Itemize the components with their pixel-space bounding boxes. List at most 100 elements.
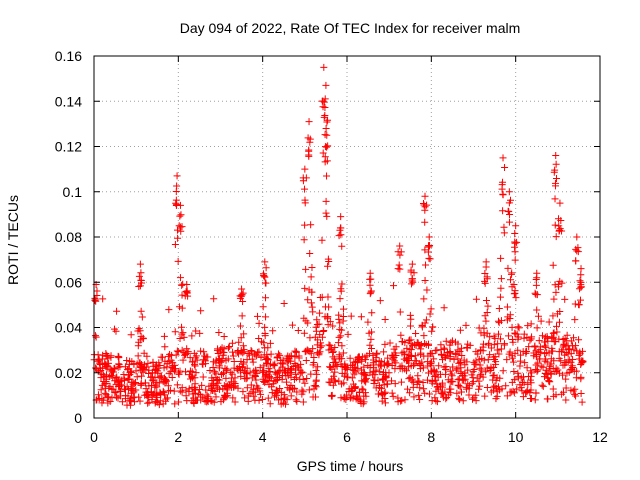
roti-point (257, 353, 265, 361)
roti-point (194, 396, 202, 404)
roti-point (506, 211, 514, 219)
roti-point (337, 332, 345, 340)
roti-point (568, 362, 576, 370)
roti-point (329, 381, 337, 389)
roti-point (196, 329, 204, 337)
roti-point (312, 393, 320, 401)
roti-point (422, 261, 430, 269)
roti-point (243, 356, 251, 364)
roti-point (114, 363, 122, 371)
roti-point (292, 396, 300, 404)
roti-point (450, 355, 458, 363)
roti-point (174, 369, 182, 377)
roti-point (173, 182, 181, 190)
roti-point (577, 271, 585, 279)
roti-point (234, 346, 242, 354)
roti-point (482, 263, 490, 271)
roti-point (312, 376, 320, 384)
roti-point (337, 394, 345, 402)
roti-point (292, 348, 300, 356)
roti-point (532, 353, 540, 361)
roti-point (431, 394, 439, 402)
roti-point (262, 279, 270, 287)
roti-point (517, 374, 525, 382)
roti-point (230, 383, 238, 391)
roti-point (546, 378, 554, 386)
roti-point (266, 373, 274, 381)
roti-point (564, 342, 572, 350)
roti-point (510, 389, 518, 397)
roti-point (137, 332, 145, 340)
roti-point (182, 350, 190, 358)
roti-point (366, 363, 374, 371)
roti-point (331, 343, 339, 351)
roti-point (367, 345, 375, 352)
roti-point (405, 363, 413, 371)
roti-point (217, 371, 225, 379)
roti-point (526, 394, 534, 402)
roti-point (243, 384, 251, 392)
roti-point (567, 350, 575, 358)
roti-point (535, 337, 543, 345)
roti-point (179, 356, 187, 364)
roti-point (362, 392, 370, 400)
roti-point (144, 399, 152, 407)
roti-point (384, 380, 392, 388)
roti-point (162, 395, 170, 403)
roti-point (323, 172, 331, 180)
roti-point (430, 368, 438, 376)
roti-point (112, 380, 120, 388)
roti-point (177, 211, 185, 219)
roti-point (336, 295, 344, 303)
roti-point (360, 398, 368, 406)
roti-point (531, 396, 539, 404)
roti-point (527, 320, 535, 328)
roti-point (316, 294, 324, 302)
roti-point (151, 381, 159, 389)
roti-point (470, 394, 478, 402)
roti-point (552, 391, 560, 399)
roti-point (188, 332, 196, 340)
roti-point (325, 378, 333, 386)
y-tick-label: 0.08 (55, 229, 82, 245)
roti-point (331, 376, 339, 384)
roti-point (521, 359, 529, 367)
roti-point (381, 316, 389, 324)
data-points (90, 63, 587, 409)
roti-point (366, 281, 374, 289)
roti-point (409, 278, 417, 286)
roti-point (407, 352, 415, 360)
roti-point (482, 368, 490, 376)
roti-point (520, 334, 528, 342)
roti-point (433, 398, 441, 406)
roti-point (293, 388, 301, 396)
roti-point (414, 372, 422, 380)
roti-point (321, 104, 329, 112)
roti-point (267, 350, 275, 358)
roti-point (487, 344, 495, 352)
roti-point (94, 351, 102, 359)
roti-point (446, 389, 454, 397)
roti-point (273, 391, 281, 399)
roti-point (202, 386, 210, 394)
roti-point (185, 385, 193, 393)
roti-point (480, 324, 488, 332)
roti-point (423, 201, 431, 209)
roti-point (323, 118, 331, 126)
roti-point (249, 385, 257, 393)
roti-point (523, 364, 531, 372)
roti-point (335, 333, 343, 341)
roti-point (579, 358, 587, 366)
roti-point (249, 358, 257, 366)
roti-point (102, 351, 110, 359)
roti-point (300, 329, 308, 337)
roti-point (283, 354, 291, 362)
roti-point (321, 131, 329, 139)
roti-point (398, 396, 406, 404)
roti-point (346, 354, 354, 362)
roti-point (456, 383, 464, 391)
roti-point (115, 353, 123, 361)
roti-point (425, 233, 433, 241)
roti-point (553, 328, 561, 336)
roti-point (366, 341, 374, 349)
